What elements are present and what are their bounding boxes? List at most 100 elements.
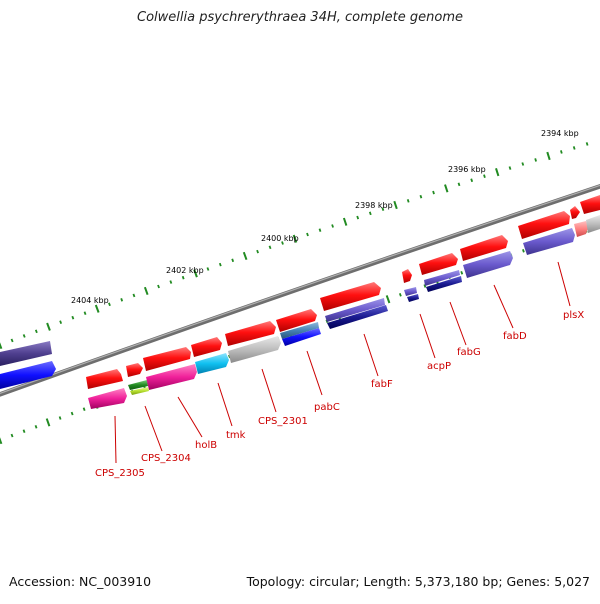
gene-forward-3[interactable] — [143, 347, 191, 371]
gene-fabg-top[interactable] — [424, 270, 460, 286]
gene-label-fabd[interactable]: fabD — [503, 331, 527, 342]
gene-forward-2[interactable] — [126, 363, 143, 377]
leader-tmk — [217, 382, 233, 427]
gene-reverse-edge[interactable] — [586, 215, 600, 233]
gene-cps2304-top[interactable] — [128, 380, 148, 390]
gene-label-plsx[interactable]: plsX — [563, 310, 584, 321]
gene-pabc-top[interactable] — [280, 322, 319, 339]
genome-backbone — [0, 183, 600, 397]
scale-tick-34 — [419, 194, 423, 199]
scale-tick-39 — [483, 174, 486, 178]
scale-ticks — [0, 142, 589, 350]
scale-tick-15 — [181, 275, 185, 280]
scale-tick-21 — [256, 249, 259, 254]
scale-tick-0 — [0, 342, 3, 350]
label-leaders — [114, 261, 571, 464]
scale-tick-24 — [292, 234, 298, 243]
scale-tick-37 — [457, 182, 461, 187]
leader-pabc — [306, 350, 323, 396]
gene-forward-8[interactable] — [402, 269, 412, 283]
scale-tick-36 — [444, 184, 449, 193]
scale-tick-13 — [157, 284, 160, 289]
forward-strand — [86, 195, 600, 389]
feature-left-edge-blue[interactable] — [0, 361, 56, 389]
scale-tick-5 — [59, 320, 63, 325]
gene-forward-13[interactable] — [580, 195, 600, 214]
scale-tick-30 — [368, 211, 372, 216]
reverse-strand — [88, 215, 600, 409]
inner-tick-35 — [423, 284, 427, 288]
gene-fabf-bottom[interactable] — [327, 305, 388, 329]
scale-tick-9 — [108, 302, 111, 307]
gene-plsx[interactable] — [574, 221, 588, 237]
gene-acpp-top[interactable] — [404, 287, 417, 296]
inner-tick-2 — [22, 429, 26, 434]
leader-plsx — [557, 261, 571, 307]
gene-label-acpp[interactable]: acpP — [427, 361, 451, 372]
inner-tick-1 — [10, 433, 14, 438]
gene-tmk[interactable] — [195, 353, 229, 374]
gene-pabc-bottom[interactable] — [282, 328, 321, 346]
scale-tick-47 — [585, 142, 589, 146]
scale-label-2394: 2394 kbp — [541, 129, 579, 138]
gene-cps2305[interactable] — [88, 388, 127, 409]
scale-tick-41 — [508, 166, 512, 170]
leader-acpp — [419, 313, 436, 359]
gene-fabg-bottom[interactable] — [426, 276, 462, 292]
gene-forward-6[interactable] — [276, 309, 317, 332]
gene-forward-9[interactable] — [419, 253, 458, 275]
scale-tick-20 — [242, 251, 248, 261]
topology-label: Topology: — [246, 574, 306, 589]
inner-tick-33 — [398, 292, 402, 297]
inner-tick-6 — [70, 411, 74, 416]
scale-tick-8 — [94, 304, 100, 313]
inner-tick-32 — [385, 295, 391, 304]
scale-tick-43 — [534, 158, 537, 162]
scale-tick-32 — [393, 200, 398, 210]
scale-tick-31 — [381, 207, 385, 211]
accession-label: Accession: — [9, 574, 76, 589]
scale-tick-26 — [318, 228, 322, 232]
gene-cps2304-bottom[interactable] — [130, 387, 149, 395]
scale-tick-17 — [206, 267, 210, 271]
scale-tick-11 — [132, 293, 136, 298]
gene-fabf-top[interactable] — [325, 298, 385, 322]
gene-acpp-bottom[interactable] — [407, 294, 419, 302]
scale-tick-16 — [193, 269, 198, 278]
inner-tick-3 — [34, 424, 38, 429]
gene-forward-7[interactable] — [320, 282, 381, 311]
scale-label-2396: 2396 kbp — [448, 165, 486, 174]
leader-cps2301 — [261, 368, 277, 413]
scale-label-2400: 2400 kbp — [261, 234, 299, 243]
gene-forward-1[interactable] — [86, 369, 123, 389]
gene-forward-12[interactable] — [570, 206, 580, 219]
gene-forward-10[interactable] — [460, 235, 508, 261]
gene-holb[interactable] — [146, 364, 197, 390]
scale-tick-14 — [169, 280, 173, 284]
gene-label-cps2304[interactable]: CPS_2304 — [141, 453, 191, 464]
gene-label-tmk[interactable]: tmk — [226, 430, 246, 441]
gene-label-fabg[interactable]: fabG — [457, 347, 481, 358]
scale-tick-33 — [406, 199, 410, 203]
genome-stats: Topology: circular; Length: 5,373,180 bp… — [246, 574, 590, 589]
feature-left-edge-indigo[interactable] — [0, 341, 52, 366]
scale-tick-10 — [120, 298, 124, 302]
gene-forward-5[interactable] — [225, 321, 276, 346]
scale-tick-42 — [521, 162, 525, 166]
gene-fabd-2[interactable] — [523, 228, 575, 255]
genes-value: 5,027 — [554, 574, 590, 589]
gene-label-cps2301[interactable]: CPS_2301 — [258, 416, 308, 427]
gene-label-fabf[interactable]: fabF — [371, 379, 393, 390]
scale-tick-40 — [495, 167, 500, 177]
gene-label-pabc[interactable]: pabC — [314, 402, 340, 413]
gene-label-holb[interactable]: holB — [195, 440, 217, 451]
gene-cps2301[interactable] — [228, 336, 281, 363]
gene-forward-4[interactable] — [191, 337, 222, 357]
gene-fabd[interactable] — [463, 251, 513, 278]
gene-label-cps2305[interactable]: CPS_2305 — [95, 468, 145, 479]
gene-forward-11[interactable] — [518, 211, 570, 239]
inner-tick-4 — [45, 418, 51, 427]
inner-tick-7 — [82, 407, 86, 412]
scale-label-2398: 2398 kbp — [355, 201, 393, 210]
